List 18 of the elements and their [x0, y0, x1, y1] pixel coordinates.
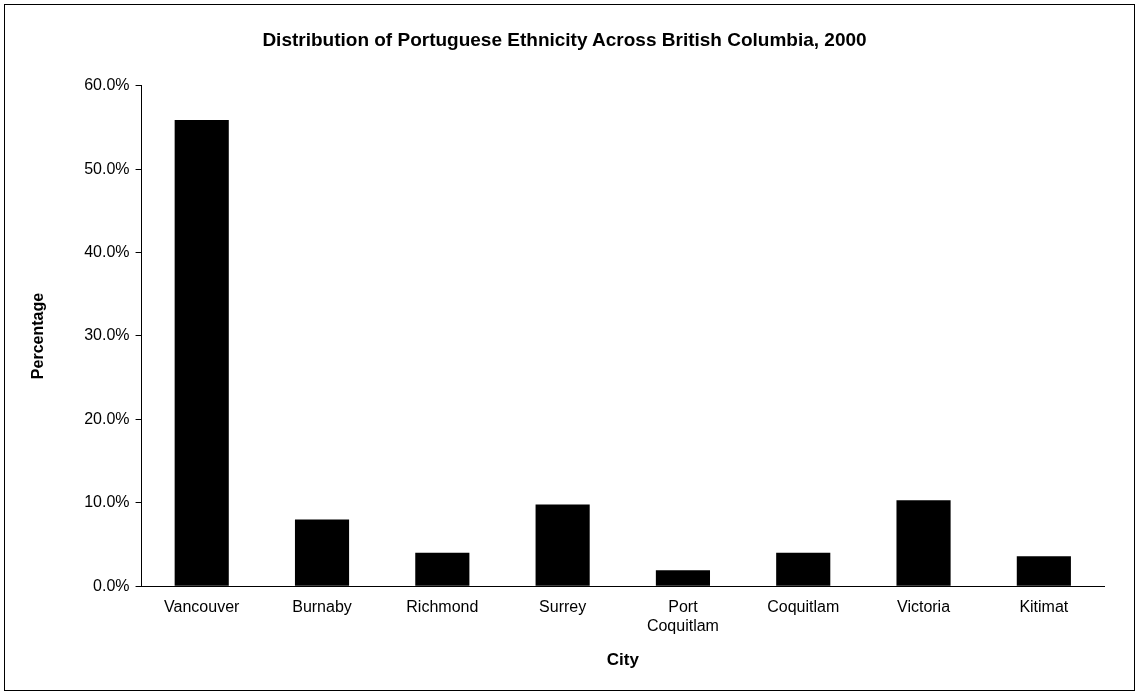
x-tick-label: Richmond [406, 598, 479, 616]
x-tick-label: Kitimat [1019, 598, 1069, 616]
x-tick-label: Burnaby [292, 598, 352, 616]
y-tick-label: 60.0% [84, 76, 130, 94]
x-axis-title: City [606, 650, 640, 670]
y-axis-title: Percentage [29, 292, 47, 380]
y-tick-label: 50.0% [84, 159, 130, 177]
x-tick-label: Vancouver [164, 598, 241, 616]
y-tick-label: 20.0% [84, 409, 130, 427]
y-tick-label: 10.0% [84, 493, 130, 511]
chart-title: Distribution of Portuguese Ethnicity Across British Columbia, 2000 [262, 28, 867, 50]
y-tick-label: 40.0% [84, 243, 130, 261]
x-tick-label: Surrey [539, 598, 587, 616]
x-tick-label: Port Coquitlam [646, 598, 719, 635]
x-tick-label: Victoria [897, 598, 951, 616]
y-tick-label: 30.0% [84, 326, 130, 344]
y-tick-label: 0.0% [93, 576, 130, 594]
x-tick-label: Coquitlam [767, 598, 840, 616]
